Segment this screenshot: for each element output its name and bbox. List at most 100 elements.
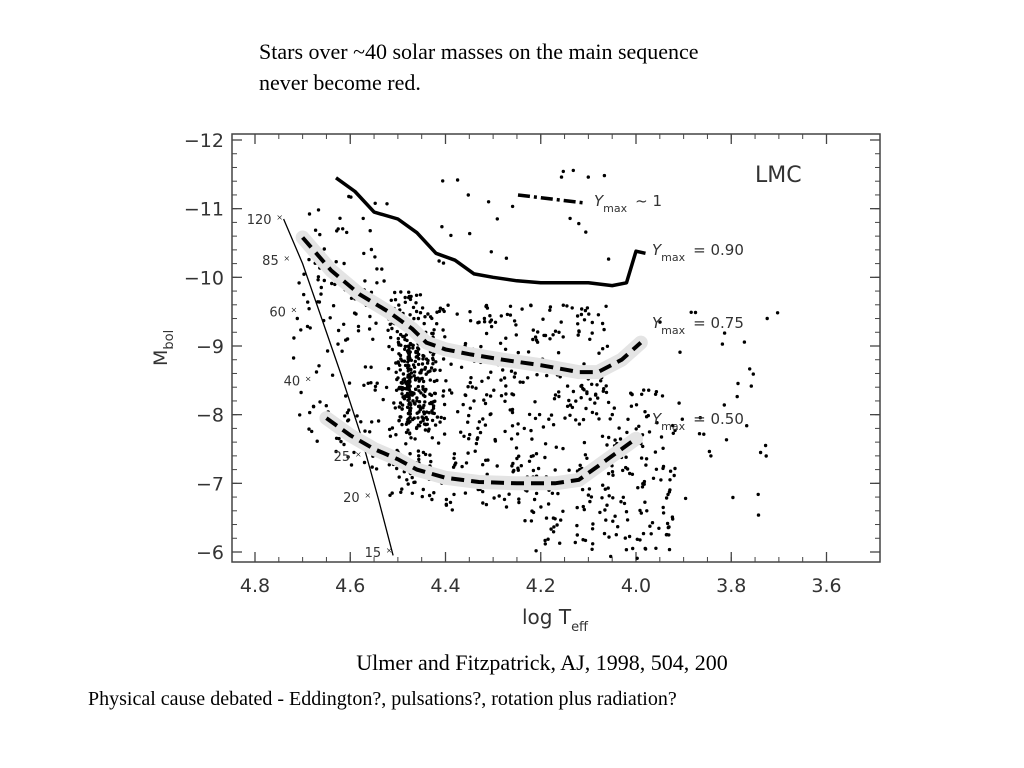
scatter-point [311, 405, 316, 409]
scatter-point [647, 430, 652, 434]
scatter-point [387, 463, 391, 467]
scatter-point [661, 505, 665, 510]
scatter-point [527, 412, 532, 417]
x-tick-label: 4.6 [335, 575, 365, 597]
legend-ymax-1-line [517, 193, 586, 205]
slide-title: Stars over ~40 solar masses on the main … [259, 36, 699, 98]
scatter-point [347, 381, 352, 385]
scatter-point [561, 509, 565, 513]
scatter-point [384, 385, 389, 390]
scatter-point [611, 496, 615, 500]
scatter-point [523, 519, 527, 523]
scatter-point [452, 452, 457, 456]
scatter-point [654, 546, 658, 550]
scatter-point [623, 536, 627, 540]
scatter-point [517, 500, 521, 505]
scatter-point [398, 363, 402, 367]
y-axis-label-main: M [150, 350, 172, 366]
scatter-point [568, 216, 572, 221]
scatter-point [493, 437, 497, 442]
scatter-point [416, 449, 421, 453]
scatter-point [369, 365, 373, 369]
scatter-point [514, 323, 518, 327]
mass-label: 25 [334, 450, 351, 465]
scatter-point [345, 337, 350, 341]
scatter-point [586, 175, 590, 179]
scatter-point [589, 495, 594, 499]
scatter-point [452, 456, 456, 460]
scatter-point [415, 399, 419, 403]
scatter-point [580, 307, 584, 311]
scatter-point [417, 389, 421, 393]
scatter-point [591, 522, 595, 526]
scatter-point [522, 426, 526, 431]
scatter-point [422, 412, 426, 416]
scatter-point [433, 423, 438, 427]
scatter-point [659, 478, 663, 482]
label-ymax-075-var: Y [652, 314, 663, 332]
scatter-point [417, 352, 421, 357]
scatter-point [624, 510, 629, 514]
scatter-point [340, 349, 344, 353]
scatter-point [593, 401, 597, 405]
scatter-point [585, 306, 590, 310]
scatter-point [531, 454, 535, 458]
scatter-point [423, 428, 428, 432]
y-tick-label: −12 [184, 130, 224, 152]
scatter-point [548, 337, 552, 341]
scatter-point [670, 515, 675, 519]
scatter-point [416, 362, 421, 367]
scatter-point [414, 309, 419, 314]
label-ymax-050: Ymax = 0.50 [652, 410, 744, 433]
scatter-point [456, 410, 460, 414]
scatter-point [413, 359, 417, 364]
scatter-point [408, 406, 412, 410]
label-ymax-090: Ymax = 0.90 [652, 241, 744, 264]
scatter-point [367, 327, 372, 331]
scatter-point [735, 394, 739, 399]
scatter-point [724, 438, 729, 442]
scatter-point [653, 450, 658, 454]
scatter-point [581, 417, 586, 422]
scatter-point [661, 466, 665, 471]
scatter-point [411, 346, 415, 350]
scatter-point [485, 393, 489, 397]
scatter-point [450, 508, 454, 512]
scatter-point [408, 452, 412, 456]
scatter-point [425, 422, 429, 426]
scatter-point [401, 378, 405, 382]
scatter-point [576, 333, 580, 337]
scatter-point [408, 409, 412, 413]
scatter-point [641, 482, 645, 486]
scatter-point [606, 257, 611, 261]
mass-label: 20 [343, 491, 360, 506]
scatter-point [399, 385, 403, 390]
scatter-point [422, 422, 427, 426]
scatter-point [414, 355, 418, 359]
scatter-point [606, 400, 611, 405]
scatter-point [479, 344, 483, 349]
scatter-point [402, 334, 407, 339]
scatter-point [390, 426, 395, 430]
scatter-point [406, 482, 410, 486]
scatter-point [653, 392, 658, 396]
scatter-point [580, 487, 585, 492]
scatter-point [361, 216, 365, 221]
scatter-point [668, 469, 673, 473]
scatter-point [468, 432, 472, 437]
scatter-point [392, 401, 396, 405]
scatter-point [413, 402, 417, 406]
scatter-point [428, 453, 432, 457]
scatter-point [610, 412, 614, 417]
scatter-point [363, 279, 367, 283]
scatter-point [618, 437, 623, 441]
scatter-point [579, 396, 583, 400]
scatter-point [385, 202, 389, 206]
label-ymax-050-var: Y [652, 410, 663, 428]
scatter-point [673, 428, 677, 433]
scatter-point [533, 416, 538, 421]
scatter-point [410, 475, 414, 480]
scatter-point [316, 275, 321, 279]
scatter-point [570, 306, 574, 310]
scatter-point [568, 403, 573, 407]
